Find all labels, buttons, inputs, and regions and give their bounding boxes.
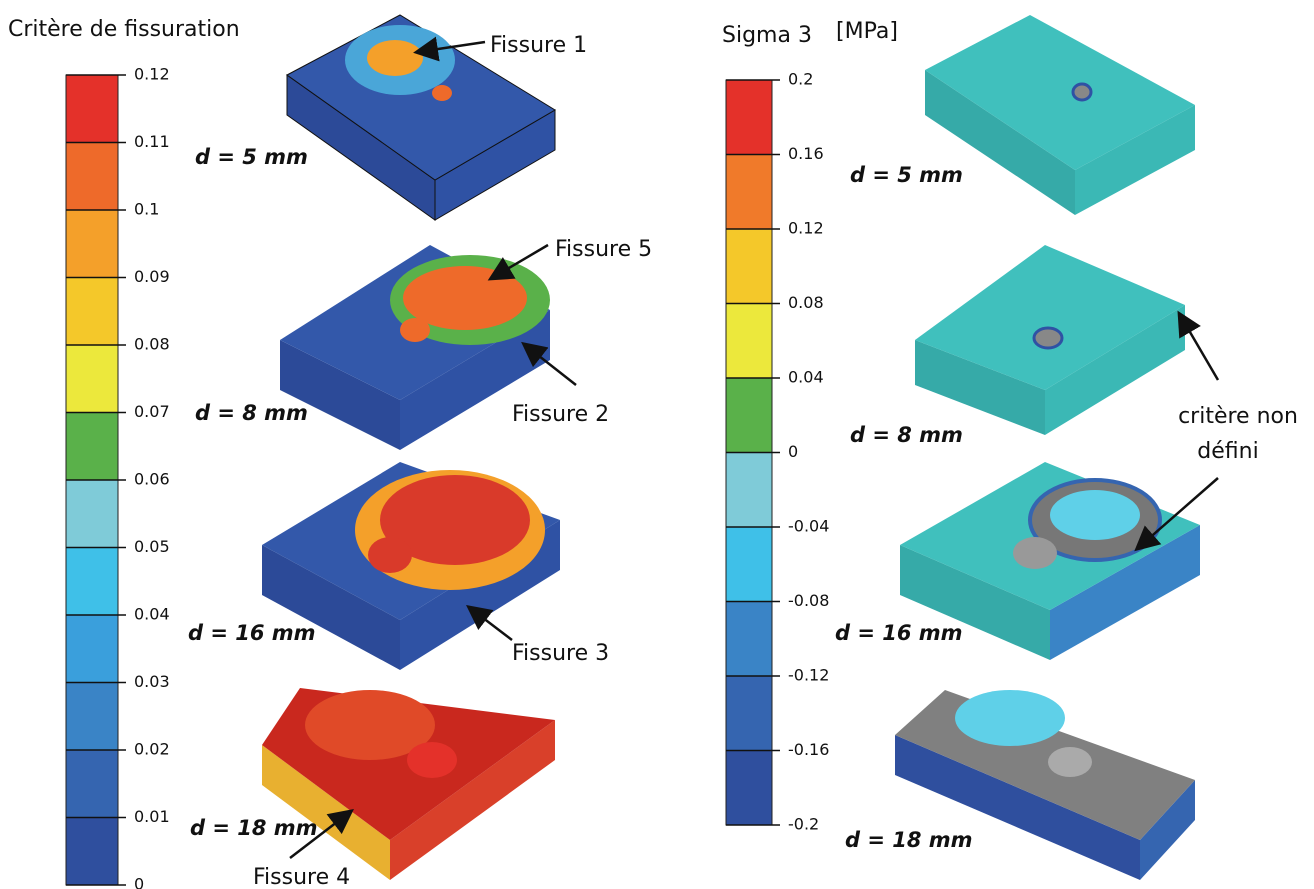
tick-label: 0.06 bbox=[134, 470, 170, 489]
right-blocks bbox=[895, 15, 1200, 880]
arrows bbox=[289, 36, 1220, 859]
tick-label: -0.2 bbox=[788, 815, 819, 834]
color-band bbox=[726, 527, 772, 602]
annotation: Fissure 5 bbox=[555, 237, 652, 262]
color-band bbox=[726, 80, 772, 155]
color-band bbox=[66, 750, 118, 818]
tick-label: 0 bbox=[788, 442, 798, 461]
color-band bbox=[66, 142, 118, 210]
snapshot-label: d = 8 mm bbox=[195, 401, 308, 425]
annotation: critère non bbox=[1178, 404, 1298, 429]
tick-label: 0.04 bbox=[134, 605, 170, 624]
color-band bbox=[726, 303, 772, 378]
tick-label: 0.02 bbox=[134, 740, 170, 759]
tick-label: 0.07 bbox=[134, 402, 170, 421]
color-band bbox=[66, 547, 118, 615]
tick-label: 0.08 bbox=[134, 335, 170, 354]
color-band bbox=[66, 615, 118, 683]
right-unit: [MPa] bbox=[836, 19, 898, 44]
tick-label: 0.08 bbox=[788, 293, 824, 312]
color-band bbox=[726, 154, 772, 229]
tick-label: -0.16 bbox=[788, 740, 829, 759]
tick-label: -0.12 bbox=[788, 666, 829, 685]
left-title: Critère de fissuration bbox=[8, 17, 240, 42]
tick-label: 0.2 bbox=[788, 70, 813, 89]
right-title: Sigma 3 bbox=[722, 23, 812, 48]
annotation: Fissure 2 bbox=[512, 402, 609, 427]
snapshot-label: d = 18 mm bbox=[190, 816, 318, 840]
color-band bbox=[726, 750, 772, 825]
tick-label: 0.01 bbox=[134, 807, 170, 826]
tick-label: -0.04 bbox=[788, 517, 829, 536]
annotation: défini bbox=[1197, 439, 1258, 464]
color-band bbox=[726, 378, 772, 453]
color-band bbox=[66, 345, 118, 413]
tick-label: 0 bbox=[134, 875, 144, 889]
snapshot-label: d = 16 mm bbox=[835, 621, 963, 645]
annotation: Fissure 4 bbox=[253, 865, 350, 889]
color-band bbox=[726, 452, 772, 527]
annotation: Fissure 3 bbox=[512, 641, 609, 666]
tick-label: 0.12 bbox=[134, 65, 170, 84]
color-band bbox=[726, 676, 772, 751]
snapshot-label: d = 8 mm bbox=[850, 423, 963, 447]
snapshot-label: d = 5 mm bbox=[195, 145, 308, 169]
snapshot-label: d = 16 mm bbox=[188, 621, 316, 645]
color-band bbox=[66, 412, 118, 480]
color-band bbox=[726, 229, 772, 304]
color-band bbox=[66, 480, 118, 548]
annotation: Fissure 1 bbox=[490, 33, 587, 58]
tick-label: 0.1 bbox=[134, 200, 159, 219]
color-band bbox=[726, 601, 772, 676]
color-band bbox=[66, 277, 118, 345]
tick-label: -0.08 bbox=[788, 591, 829, 610]
color-band bbox=[66, 817, 118, 885]
tick-label: 0.05 bbox=[134, 537, 170, 556]
tick-label: 0.16 bbox=[788, 144, 824, 163]
color-band bbox=[66, 210, 118, 278]
color-band bbox=[66, 682, 118, 750]
tick-label: 0.12 bbox=[788, 219, 824, 238]
tick-label: 0.04 bbox=[788, 368, 824, 387]
tick-label: 0.09 bbox=[134, 267, 170, 286]
left-blocks bbox=[262, 14, 560, 880]
tick-label: 0.03 bbox=[134, 672, 170, 691]
snapshot-label: d = 5 mm bbox=[850, 163, 963, 187]
tick-label: 0.11 bbox=[134, 132, 170, 151]
color-band bbox=[66, 75, 118, 143]
snapshot-label: d = 18 mm bbox=[845, 828, 973, 852]
